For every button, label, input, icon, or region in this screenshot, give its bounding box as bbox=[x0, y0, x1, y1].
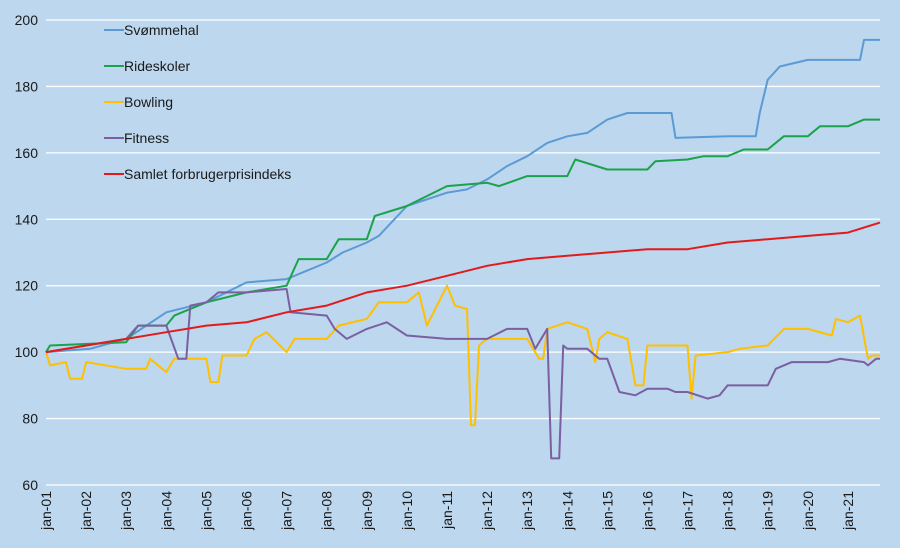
y-tick-label: 140 bbox=[15, 211, 39, 227]
series-line-0 bbox=[45, 38, 880, 354]
x-tick-label: jan-18 bbox=[720, 491, 736, 531]
legend-label: Bowling bbox=[124, 94, 173, 110]
x-tick-label: jan-14 bbox=[559, 491, 575, 531]
x-tick-label: jan-08 bbox=[319, 491, 335, 531]
legend-label: Fitness bbox=[124, 130, 169, 146]
y-tick-label: 100 bbox=[15, 344, 39, 360]
x-tick-label: jan-07 bbox=[279, 491, 295, 531]
x-tick-label: jan-03 bbox=[118, 491, 134, 531]
x-tick-label: jan-21 bbox=[840, 491, 856, 531]
x-tick-label: jan-11 bbox=[439, 491, 455, 530]
x-tick-label: jan-17 bbox=[680, 491, 696, 531]
series-line-4 bbox=[45, 221, 881, 354]
x-tick-label: jan-15 bbox=[599, 491, 615, 531]
x-axis-ticks: jan-01 jan-02 jan-03 jan-04 jan-05 jan-06 jan-… bbox=[38, 491, 856, 531]
y-tick-label: 180 bbox=[15, 78, 39, 94]
y-tick-label: 200 bbox=[15, 12, 39, 28]
series-line-2 bbox=[45, 284, 880, 427]
x-tick-label: jan-13 bbox=[519, 491, 535, 531]
legend-label: Rideskoler bbox=[124, 58, 190, 74]
series-line-3 bbox=[45, 288, 880, 460]
y-axis-ticks: 60 80 100 120 140 160 180 200 bbox=[15, 12, 39, 493]
gridlines bbox=[46, 19, 880, 486]
x-tick-label: jan-06 bbox=[238, 491, 254, 531]
x-tick-label: jan-04 bbox=[158, 491, 174, 531]
y-tick-label: 120 bbox=[15, 278, 39, 294]
legend-label: Samlet forbrugerprisindeks bbox=[124, 166, 291, 182]
x-tick-label: jan-05 bbox=[198, 491, 214, 531]
x-tick-label: jan-16 bbox=[639, 491, 655, 531]
y-tick-label: 80 bbox=[22, 411, 38, 427]
y-tick-label: 160 bbox=[15, 145, 39, 161]
x-tick-label: jan-01 bbox=[38, 491, 54, 531]
x-tick-label: jan-19 bbox=[760, 491, 776, 531]
series-lines bbox=[45, 38, 881, 460]
x-tick-label: jan-20 bbox=[800, 491, 816, 531]
x-tick-label: jan-12 bbox=[479, 491, 495, 531]
legend-label: Svømmehal bbox=[124, 22, 199, 38]
series-line-1 bbox=[45, 118, 880, 353]
x-tick-label: jan-09 bbox=[359, 491, 375, 531]
x-tick-label: jan-02 bbox=[78, 491, 94, 531]
y-tick-label: 60 bbox=[22, 477, 38, 493]
legend: Svømmehal Rideskoler Bowling Fitness Samlet … bbox=[104, 22, 291, 182]
x-tick-label: jan-10 bbox=[399, 491, 415, 531]
